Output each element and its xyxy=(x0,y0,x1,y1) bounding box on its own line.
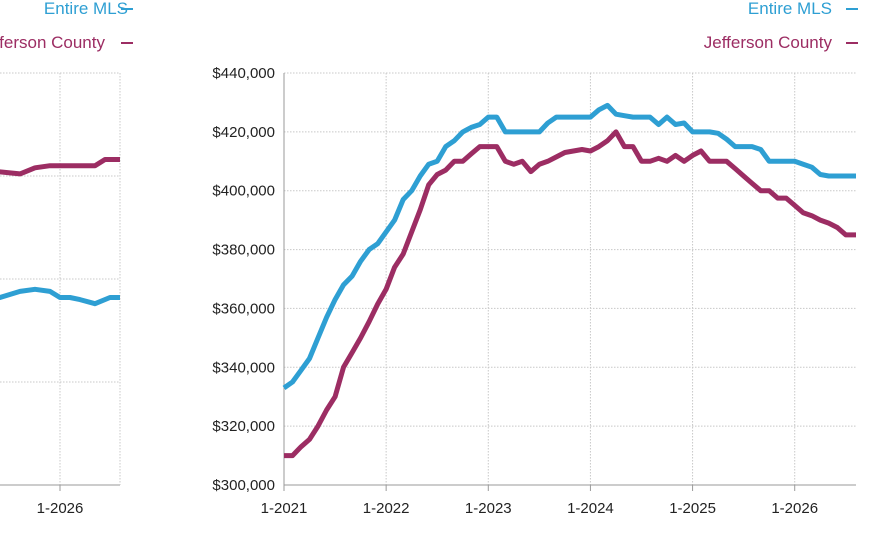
y-tick-label: $360,000 xyxy=(212,300,275,317)
plot-grid xyxy=(283,72,856,491)
right-chart: $300,000 $320,000 $340,000 $360,000 $380,000… xyxy=(212,0,858,517)
legend: Entire MLS Jefferson County xyxy=(704,0,858,52)
left-legend-label-entire-mls: Entire MLS xyxy=(44,0,128,18)
x-tick-label: 1-2026 xyxy=(771,500,818,517)
x-tick-label: 1-2025 xyxy=(669,500,716,517)
series-lines xyxy=(282,102,856,459)
y-axis-tick-labels: $300,000 $320,000 $340,000 $360,000 $380,000… xyxy=(212,65,275,494)
x-tick-label: 1-2024 xyxy=(567,500,614,517)
y-tick-label: $440,000 xyxy=(212,65,275,82)
left-series-lines xyxy=(0,157,120,307)
y-tick-label: $400,000 xyxy=(212,183,275,200)
y-tick-label: $420,000 xyxy=(212,124,275,141)
y-tick-label: $320,000 xyxy=(212,418,275,435)
left-plot-grid xyxy=(0,72,121,491)
series-line-jefferson-county xyxy=(284,129,856,459)
left-legend: Entire MLS Jefferson County xyxy=(0,0,133,52)
legend-label-entire-mls: Entire MLS xyxy=(748,0,832,18)
left-series-line-jefferson-county xyxy=(0,157,120,177)
x-tick-label: 1-2022 xyxy=(363,500,410,517)
x-tick-label: 1-2023 xyxy=(465,500,512,517)
y-tick-label: $300,000 xyxy=(212,477,275,494)
x-axis-tick-labels: 1-2021 1-2022 1-2023 1-2024 1-2025 1-2026 xyxy=(261,500,818,517)
legend-label-jefferson-county: Jefferson County xyxy=(704,33,833,52)
left-chart: Entire MLS Jefferson County 1-2026 xyxy=(0,0,133,517)
x-tick-label: 1-2021 xyxy=(261,500,308,517)
left-x-tick-label-2026: 1-2026 xyxy=(37,500,84,517)
y-tick-label: $380,000 xyxy=(212,242,275,259)
y-tick-label: $340,000 xyxy=(212,359,275,376)
left-legend-label-jefferson-county: Jefferson County xyxy=(0,33,105,52)
left-series-line-entire-mls xyxy=(0,286,120,307)
series-line-entire-mls xyxy=(282,102,856,390)
